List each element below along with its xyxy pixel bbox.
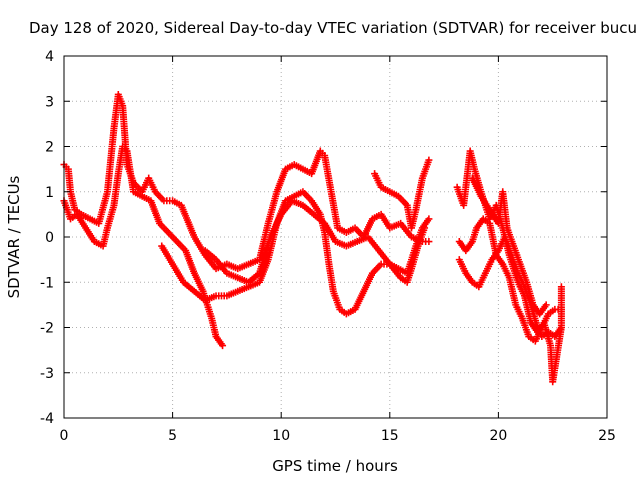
data-point bbox=[421, 224, 429, 232]
y-tick-label: 1 bbox=[45, 185, 54, 201]
data-point bbox=[219, 342, 227, 350]
series-track-d bbox=[201, 197, 429, 286]
x-tick-label: 0 bbox=[60, 428, 69, 444]
data-point bbox=[557, 305, 565, 313]
y-tick-label: -2 bbox=[40, 321, 54, 337]
x-axis-label: GPS time / hours bbox=[272, 457, 398, 475]
axis-ticks: 0 5 10 15 20 25 -4 -3 -2 -1 0 1 2 3 4 bbox=[40, 49, 616, 444]
x-tick-label: 15 bbox=[381, 428, 399, 444]
y-tick-label: 0 bbox=[45, 230, 54, 246]
data-point bbox=[542, 301, 550, 309]
data-point bbox=[557, 283, 565, 291]
series-track-b bbox=[60, 143, 227, 350]
data-points bbox=[60, 90, 565, 386]
series-track-c bbox=[158, 188, 433, 318]
x-tick-label: 5 bbox=[168, 428, 177, 444]
y-axis-label: SDTVAR / TECUs bbox=[5, 175, 23, 298]
x-tick-label: 10 bbox=[272, 428, 290, 444]
series-track-i bbox=[468, 174, 550, 318]
series-track-g bbox=[455, 215, 565, 345]
data-point bbox=[425, 156, 433, 164]
chart-title: Day 128 of 2020, Sidereal Day-to-day VTE… bbox=[29, 19, 637, 37]
data-point bbox=[557, 324, 565, 331]
y-tick-label: -3 bbox=[40, 366, 54, 382]
y-tick-label: -1 bbox=[40, 275, 54, 291]
x-tick-label: 20 bbox=[489, 428, 507, 444]
data-point bbox=[425, 215, 433, 223]
y-tick-label: 4 bbox=[45, 49, 54, 65]
series-track-e bbox=[371, 156, 433, 232]
data-point bbox=[425, 238, 433, 246]
y-tick-label: 2 bbox=[45, 140, 54, 156]
y-tick-label: 3 bbox=[45, 94, 54, 110]
x-tick-label: 25 bbox=[598, 428, 616, 444]
series-track-f bbox=[453, 147, 565, 386]
y-tick-label: -4 bbox=[40, 411, 54, 427]
